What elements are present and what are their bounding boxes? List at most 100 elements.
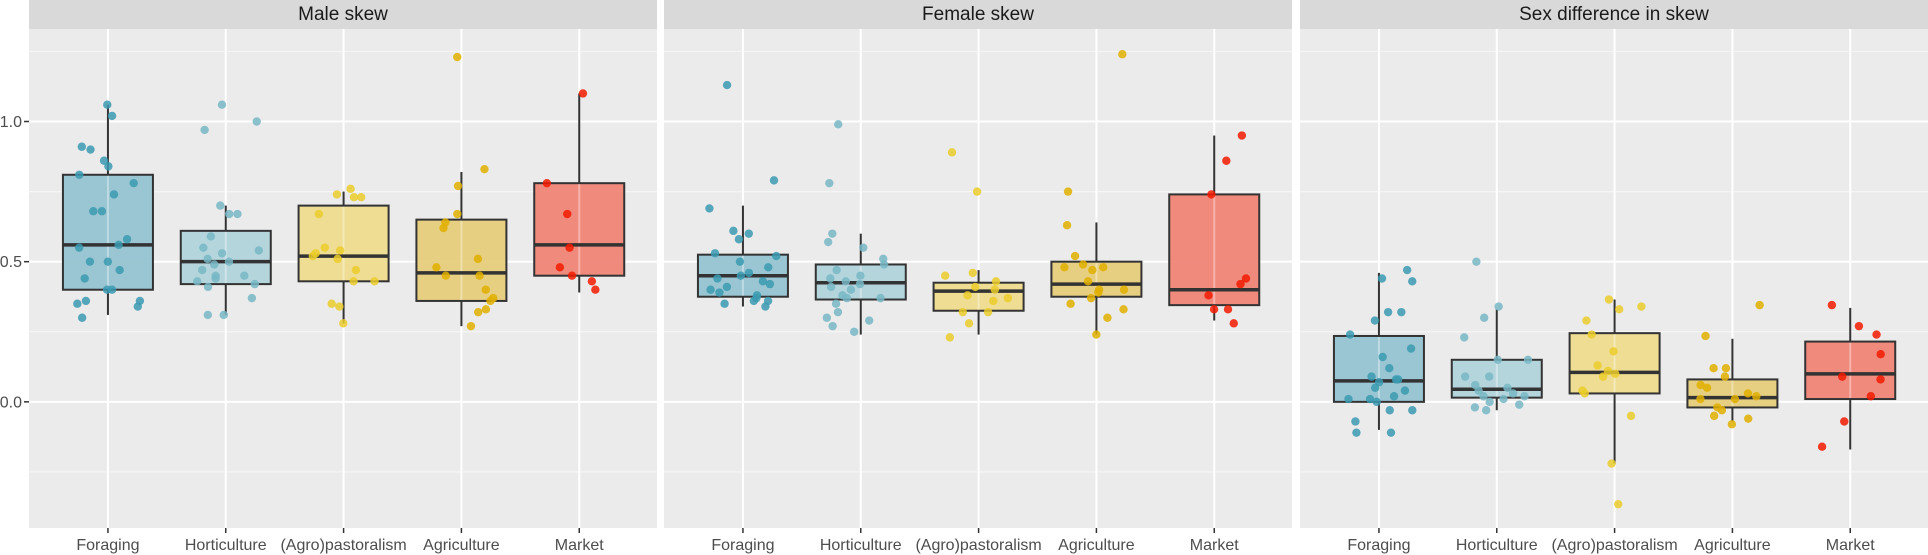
data-point — [1003, 293, 1013, 303]
data-point — [1229, 319, 1238, 328]
data-point — [198, 265, 207, 275]
data-point — [109, 190, 119, 199]
data-point — [1827, 300, 1837, 310]
data-point — [834, 120, 843, 129]
x-tick-label: Foraging — [1347, 537, 1410, 554]
data-point — [761, 302, 770, 311]
data-point — [216, 201, 225, 210]
data-point — [744, 268, 754, 278]
data-point — [73, 299, 82, 308]
data-point — [85, 257, 95, 266]
data-point — [1607, 459, 1616, 468]
data-point — [1479, 392, 1488, 401]
data-point — [1367, 372, 1376, 381]
data-point — [466, 321, 476, 331]
data-point — [1092, 330, 1101, 339]
data-point — [722, 282, 732, 292]
data-point — [958, 307, 968, 317]
data-point — [199, 243, 208, 252]
data-point — [1370, 383, 1380, 393]
data-point — [1408, 406, 1417, 415]
data-point — [453, 209, 462, 219]
data-point — [846, 285, 856, 294]
data-point — [336, 246, 345, 255]
y-tick-label: 0.5 — [0, 254, 22, 271]
data-point — [1872, 330, 1881, 339]
facet-title: Sex difference in skew — [1519, 4, 1709, 25]
data-point — [1854, 321, 1864, 331]
data-point — [210, 260, 219, 269]
data-point — [1752, 392, 1761, 401]
data-point — [1515, 400, 1524, 409]
data-point — [203, 310, 213, 320]
data-point — [765, 279, 775, 289]
data-point — [224, 257, 234, 266]
data-point — [135, 296, 145, 306]
data-point — [219, 310, 228, 320]
data-point — [945, 333, 955, 342]
data-point — [1118, 50, 1127, 59]
x-tick-label: Foraging — [711, 537, 774, 554]
data-point — [735, 257, 745, 266]
data-point — [971, 282, 980, 292]
data-point — [1352, 428, 1361, 437]
data-point — [77, 142, 86, 151]
data-point — [1344, 394, 1353, 404]
data-point — [1393, 375, 1403, 384]
data-point — [1236, 279, 1245, 289]
data-point — [1593, 361, 1602, 370]
data-point — [831, 299, 841, 308]
data-point — [107, 111, 117, 121]
data-point — [1209, 305, 1219, 314]
data-point — [103, 100, 112, 109]
data-point — [1876, 375, 1885, 384]
facet-strip — [1300, 0, 1928, 29]
data-point — [1637, 302, 1646, 311]
data-point — [983, 307, 993, 317]
data-point — [335, 302, 344, 311]
data-point — [480, 164, 489, 174]
data-point — [989, 296, 998, 306]
data-point — [320, 243, 330, 252]
data-point — [1207, 190, 1216, 199]
data-point — [333, 254, 342, 264]
data-point — [856, 271, 865, 280]
data-point — [1614, 499, 1623, 509]
data-point — [832, 265, 841, 275]
data-point — [346, 184, 355, 193]
data-point — [991, 277, 1001, 286]
facet-strip — [29, 0, 657, 29]
data-point — [80, 274, 89, 283]
box-iqr — [533, 182, 626, 277]
data-point — [855, 279, 865, 289]
data-point — [705, 204, 714, 213]
data-point — [1485, 397, 1494, 407]
data-point — [1817, 442, 1827, 451]
data-point — [252, 117, 261, 126]
data-point — [972, 187, 982, 196]
data-point — [879, 260, 889, 269]
data-point — [1582, 316, 1591, 325]
data-point — [240, 271, 249, 280]
data-point — [563, 209, 572, 219]
data-point — [1494, 302, 1503, 311]
data-point — [1604, 295, 1614, 304]
data-point — [1402, 265, 1412, 275]
data-point — [1743, 389, 1753, 398]
data-point — [1717, 406, 1727, 415]
data-point — [826, 274, 835, 283]
data-point — [764, 263, 773, 272]
data-point — [1598, 372, 1608, 381]
data-point — [1876, 349, 1885, 359]
data-point — [75, 170, 84, 179]
data-point — [332, 190, 342, 199]
data-point — [473, 254, 483, 264]
data-point — [823, 237, 833, 247]
data-point — [736, 271, 746, 280]
data-point — [481, 305, 491, 314]
data-point — [1406, 344, 1416, 353]
data-point — [1222, 156, 1231, 165]
facet-strip — [664, 0, 1292, 29]
data-point — [1696, 380, 1705, 390]
data-point — [1119, 285, 1129, 294]
